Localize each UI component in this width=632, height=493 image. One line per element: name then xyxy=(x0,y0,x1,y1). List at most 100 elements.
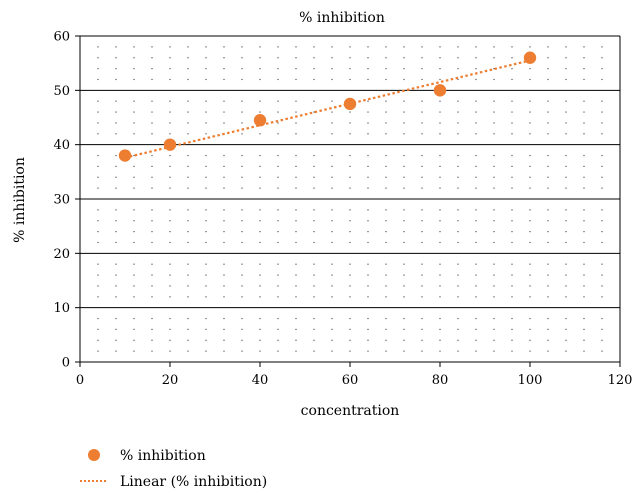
minor-grid-dot xyxy=(511,231,513,233)
minor-grid-dot xyxy=(115,111,117,113)
minor-grid-dot xyxy=(205,241,207,244)
minor-grid-dot xyxy=(313,122,315,124)
minor-grid-dot xyxy=(385,122,387,124)
minor-grid-dot xyxy=(259,165,261,167)
data-point xyxy=(523,51,537,64)
minor-grid-dot xyxy=(367,209,369,211)
minor-grid-dot xyxy=(205,133,207,135)
minor-grid-dot xyxy=(115,231,117,233)
minor-grid-dot xyxy=(169,209,171,211)
minor-grid-dot xyxy=(313,187,315,189)
minor-grid-dot xyxy=(115,339,117,341)
minor-grid-dot xyxy=(493,285,495,287)
minor-grid-dot xyxy=(169,317,171,320)
minor-grid-dot xyxy=(187,57,189,59)
minor-grid-dot xyxy=(169,57,171,59)
minor-grid-dot xyxy=(439,231,441,233)
minor-grid-dot xyxy=(241,220,243,222)
minor-grid-dot xyxy=(205,274,207,276)
minor-grid-dot xyxy=(493,231,495,233)
minor-grid-dot xyxy=(601,100,603,102)
minor-grid-dot xyxy=(421,78,423,81)
trendline xyxy=(124,59,531,159)
minor-grid-dot xyxy=(439,209,441,211)
minor-grid-dot xyxy=(169,285,171,287)
minor-grid-dot xyxy=(349,165,351,167)
minor-grid-dot xyxy=(565,274,567,276)
minor-grid-dot xyxy=(439,328,441,330)
minor-grid-dot xyxy=(547,176,549,178)
minor-grid-dot xyxy=(331,176,333,178)
minor-grid-dot xyxy=(259,231,261,233)
minor-grid-dot xyxy=(439,122,441,124)
minor-grid-dot xyxy=(187,350,189,352)
minor-grid-dot xyxy=(493,350,495,352)
minor-grid-dot xyxy=(295,296,297,298)
minor-grid-dot xyxy=(97,220,99,222)
minor-grid-dot xyxy=(547,122,549,124)
minor-grid-dot xyxy=(565,100,567,102)
minor-grid-dot xyxy=(259,296,261,298)
minor-grid-dot xyxy=(565,154,567,157)
minor-grid-dot xyxy=(475,274,477,276)
minor-grid-dot xyxy=(115,274,117,276)
minor-grid-dot xyxy=(223,339,225,341)
minor-grid-dot xyxy=(457,133,459,135)
minor-grid-dot xyxy=(601,350,603,352)
minor-grid-dot xyxy=(151,339,153,341)
minor-grid-dot xyxy=(277,285,279,287)
minor-grid-dot xyxy=(511,57,513,59)
minor-grid-dot xyxy=(259,78,261,81)
minor-grid-dot xyxy=(421,241,423,244)
minor-grid-dot xyxy=(601,339,603,341)
x-axis-title: concentration xyxy=(301,403,400,419)
minor-grid-dot xyxy=(115,317,117,320)
minor-grid-dot xyxy=(403,176,405,178)
minor-grid-dot xyxy=(475,176,477,178)
minor-grid-dot xyxy=(583,296,585,298)
minor-grid-dot xyxy=(169,339,171,341)
minor-grid-dot xyxy=(547,57,549,59)
minor-grid-dot xyxy=(331,317,333,320)
minor-grid-dot xyxy=(277,165,279,167)
minor-grid-dot xyxy=(511,317,513,320)
minor-grid-dot xyxy=(223,154,225,157)
minor-grid-dot xyxy=(457,165,459,167)
minor-grid-dot xyxy=(367,296,369,298)
minor-grid-dot xyxy=(151,231,153,233)
data-point xyxy=(433,84,447,97)
minor-grid-dot xyxy=(349,231,351,233)
minor-grid-dot xyxy=(187,122,189,124)
minor-grid-dot xyxy=(529,241,531,244)
minor-grid-dot xyxy=(475,317,477,320)
minor-grid-dot xyxy=(187,285,189,287)
minor-grid-dot xyxy=(529,220,531,222)
minor-grid-dot xyxy=(115,209,117,211)
minor-grid-dot xyxy=(493,68,495,70)
minor-grid-dot xyxy=(511,285,513,287)
minor-grid-dot xyxy=(601,263,603,265)
minor-grid-dot xyxy=(601,78,603,81)
minor-grid-dot xyxy=(565,165,567,167)
minor-grid-dot xyxy=(493,165,495,167)
minor-grid-dot xyxy=(475,111,477,113)
minor-grid-dot xyxy=(457,176,459,178)
minor-grid-dot xyxy=(295,78,297,81)
minor-grid-dot xyxy=(313,350,315,352)
minor-grid-dot xyxy=(205,100,207,102)
minor-grid-dot xyxy=(277,350,279,352)
minor-grid-dot xyxy=(583,78,585,81)
minor-grid-dot xyxy=(349,220,351,222)
minor-grid-dot xyxy=(115,220,117,222)
minor-grid-dot xyxy=(115,57,117,59)
minor-grid-dot xyxy=(475,78,477,81)
minor-grid-dot xyxy=(331,350,333,352)
minor-grid-dot xyxy=(187,133,189,135)
minor-grid-dot xyxy=(529,165,531,167)
minor-grid-dot xyxy=(583,68,585,70)
minor-grid-dot xyxy=(493,241,495,244)
minor-grid-dot xyxy=(133,285,135,287)
minor-grid-dot xyxy=(169,350,171,352)
minor-grid-dot xyxy=(421,111,423,113)
minor-grid-dot xyxy=(205,176,207,178)
